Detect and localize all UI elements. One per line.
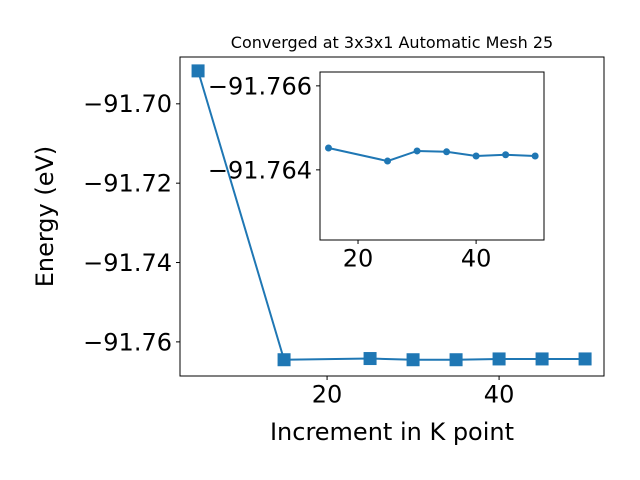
y-tick-label: −91.764 xyxy=(208,156,312,184)
marker xyxy=(531,152,539,160)
x-tick-label: 40 xyxy=(484,380,515,408)
marker xyxy=(384,157,392,165)
marker xyxy=(406,353,420,367)
x-axis-label: Increment in K point xyxy=(270,418,514,446)
axes-frame xyxy=(179,56,605,377)
marker xyxy=(277,353,291,367)
marker xyxy=(325,144,333,152)
x-tick-label: 40 xyxy=(461,244,492,272)
marker xyxy=(492,352,506,366)
y-tick-label: −91.76 xyxy=(83,328,172,356)
marker xyxy=(443,148,451,156)
y-tick-label: −91.72 xyxy=(83,170,172,198)
marker xyxy=(191,64,205,78)
marker xyxy=(578,352,592,366)
marker xyxy=(449,353,463,367)
axes-frame xyxy=(319,71,545,241)
y-tick-label: −91.74 xyxy=(83,249,172,277)
y-tick-label: −91.766 xyxy=(208,72,312,100)
y-tick-label: −91.70 xyxy=(83,90,172,118)
x-tick-label: 20 xyxy=(312,380,343,408)
plot-area xyxy=(320,72,544,240)
chart-title: Converged at 3x3x1 Automatic Mesh 25 xyxy=(231,33,553,52)
marker xyxy=(502,151,510,159)
y-axis-label: Energy (eV) xyxy=(31,146,59,288)
x-tick-label: 20 xyxy=(343,244,374,272)
series-line xyxy=(197,70,586,361)
marker xyxy=(413,147,421,155)
marker xyxy=(363,352,377,366)
marker xyxy=(535,352,549,366)
marker xyxy=(472,152,480,160)
